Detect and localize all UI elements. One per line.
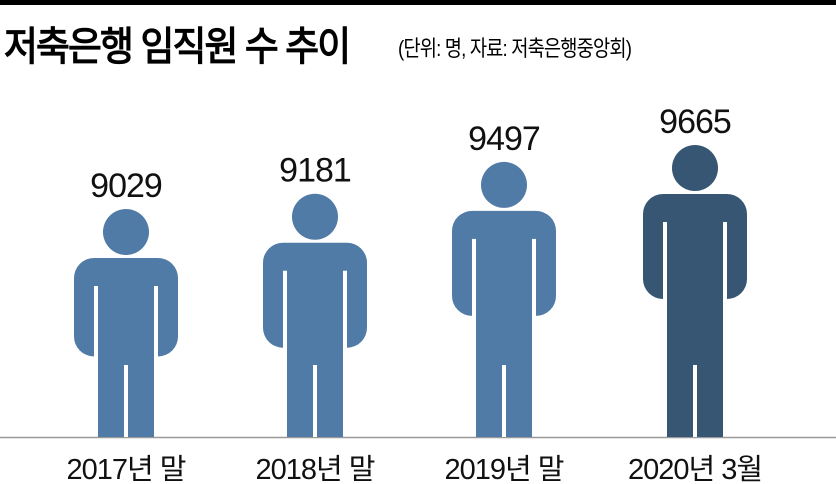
figure-head — [481, 161, 527, 208]
figure-leg-gap — [693, 365, 697, 437]
category-label: 2017년 말 — [67, 454, 186, 484]
value-label: 9029 — [90, 167, 162, 205]
top-rule — [0, 0, 836, 5]
person-figure-2 — [263, 193, 367, 437]
figure-head — [292, 193, 338, 240]
figure-head — [103, 209, 149, 255]
chart-title: 저축은행 임직원 수 추이 — [4, 25, 351, 69]
person-figure-3 — [452, 161, 556, 437]
category-label: 2020년 3월 — [628, 453, 762, 484]
figure-head — [672, 145, 718, 192]
category-label: 2019년 말 — [445, 454, 564, 484]
figure-leg-gap — [502, 365, 506, 437]
chart-subtitle: (단위: 명, 자료: 저축은행중앙회) — [398, 36, 632, 61]
value-label: 9497 — [468, 120, 540, 158]
figure-leg-gap — [124, 365, 128, 437]
person-figure-1 — [74, 209, 178, 437]
value-label: 9181 — [279, 152, 351, 190]
figure-leg-gap — [313, 365, 317, 437]
value-label: 9665 — [659, 103, 731, 141]
category-label: 2018년 말 — [256, 454, 375, 484]
person-figure-4 — [643, 145, 747, 437]
